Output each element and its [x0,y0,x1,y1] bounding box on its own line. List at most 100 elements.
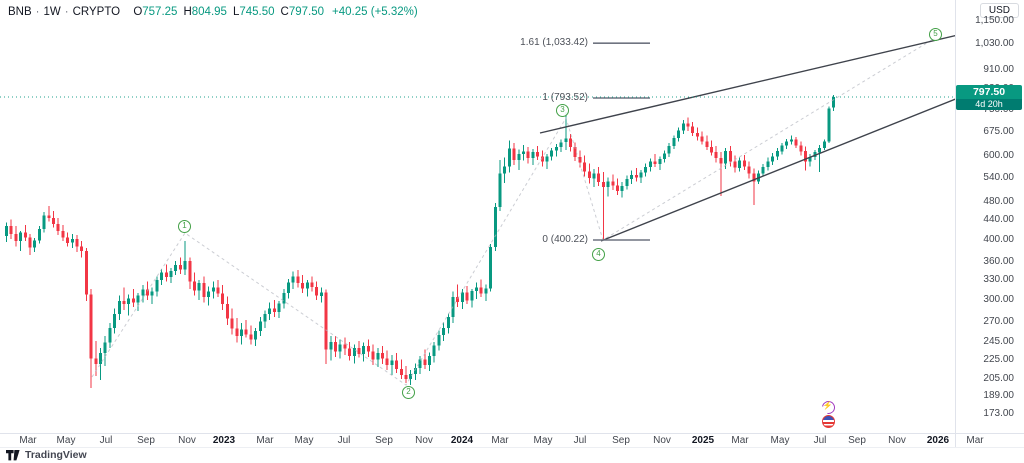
trendline[interactable] [539,34,955,134]
candle-body [28,237,32,248]
candle-body [747,166,751,174]
currency-label[interactable]: USD [979,3,1019,18]
candle-body [620,186,624,191]
candle-body [822,141,826,148]
price-tick: 1,030.00 [975,37,1014,49]
time-tick: Mar [731,435,749,446]
candle-body [780,145,784,152]
time-tick: Sep [375,435,393,446]
price-tick: 1,150.00 [975,15,1014,26]
candle-body [832,97,836,108]
symbol-name[interactable]: BNB [8,6,32,18]
candle-body [639,172,643,178]
candle-body [348,348,352,356]
price-tick: 600.00 [983,150,1014,161]
candle-body [127,298,131,305]
price-tick: 270.00 [983,315,1014,327]
candle-body [230,318,234,329]
interval-label[interactable]: 1W [43,6,61,18]
candle-body [305,282,309,289]
candle-body [319,292,323,296]
candle-body [409,373,413,379]
candle-body [164,272,168,277]
candle-body [56,224,60,231]
chart-pane[interactable] [0,0,955,433]
candle-body [366,346,370,352]
elliott-zigzag-line[interactable] [91,37,936,386]
candles-layer [5,95,836,389]
candle-body [385,358,389,366]
time-tick: Jul [99,435,113,446]
candle-body [432,345,436,356]
candle-body [334,341,337,352]
time-tick: Jul [813,435,827,446]
wave-label-1[interactable]: 1 [178,220,191,233]
price-axis[interactable]: USD 1,150.001,030.00910.00830.00750.0067… [956,0,1024,433]
candle-body [263,314,267,322]
tradingview-logo-icon [6,449,20,460]
candle-body [244,329,248,335]
candle-body [352,347,356,356]
price-tick: 540.00 [983,171,1014,183]
candle-body [512,148,516,160]
candle-body [437,335,441,346]
candle-body [710,146,713,153]
candle-body [131,298,135,303]
close-value: 797.50 [288,6,325,18]
candle-body [771,156,775,162]
time-tick: Nov [888,435,906,446]
fib-level-label: 1.61 (1,033.42) [520,37,588,49]
candle-body [150,291,154,296]
candle-body [141,289,145,296]
price-tick: 910.00 [983,63,1014,75]
candle-body [611,181,615,186]
wave-label-5[interactable]: 5 [929,28,942,41]
time-tick: May [533,435,553,446]
price-tick: 225.00 [983,353,1014,365]
candle-body [268,308,272,315]
time-axis[interactable]: Mar May Jul Sep Nov 2023 Mar May Jul Sep Nov 2024 Ma… [0,433,1024,447]
candle-body [235,328,239,336]
trendline[interactable] [600,98,955,242]
flag-event-icon[interactable] [822,415,835,428]
candle-body [724,151,728,164]
footer-separator [0,447,1024,448]
wave-label-2[interactable]: 2 [402,386,415,399]
candle-body [569,138,572,148]
candle-body [272,308,276,312]
time-tick: May [770,435,790,446]
wave-label-4[interactable]: 4 [592,248,605,261]
candle-body [47,215,51,218]
candle-body [61,231,65,238]
candle-body [136,295,140,303]
price-tick: 400.00 [983,234,1014,246]
candle-body [522,151,525,154]
candle-body [89,294,93,359]
candle-body [606,181,610,187]
candle-body [545,156,549,162]
candle-body [540,156,544,162]
candle-body [460,292,464,302]
price-tick: 330.00 [983,274,1014,286]
candle-body [329,341,333,350]
candle-body [442,327,446,336]
candle-body [526,151,530,159]
candle-body [371,351,375,360]
candle-body [80,246,84,251]
candle-body [507,148,511,167]
tv-attribution[interactable]: TradingView [6,449,87,461]
candle-body [19,232,23,242]
price-tick: 189.00 [983,389,1014,401]
candle-body [531,152,535,159]
wave-label-3[interactable]: 3 [556,104,569,117]
candle-body [14,234,18,242]
candle-body [465,292,469,301]
candle-body [103,342,107,354]
candle-body [404,374,408,379]
candle-body [423,359,427,366]
candle-body [644,167,648,173]
candle-body [559,142,563,147]
candle-body [225,304,229,319]
candle-body [808,157,812,162]
price-tick: 245.00 [983,335,1014,347]
